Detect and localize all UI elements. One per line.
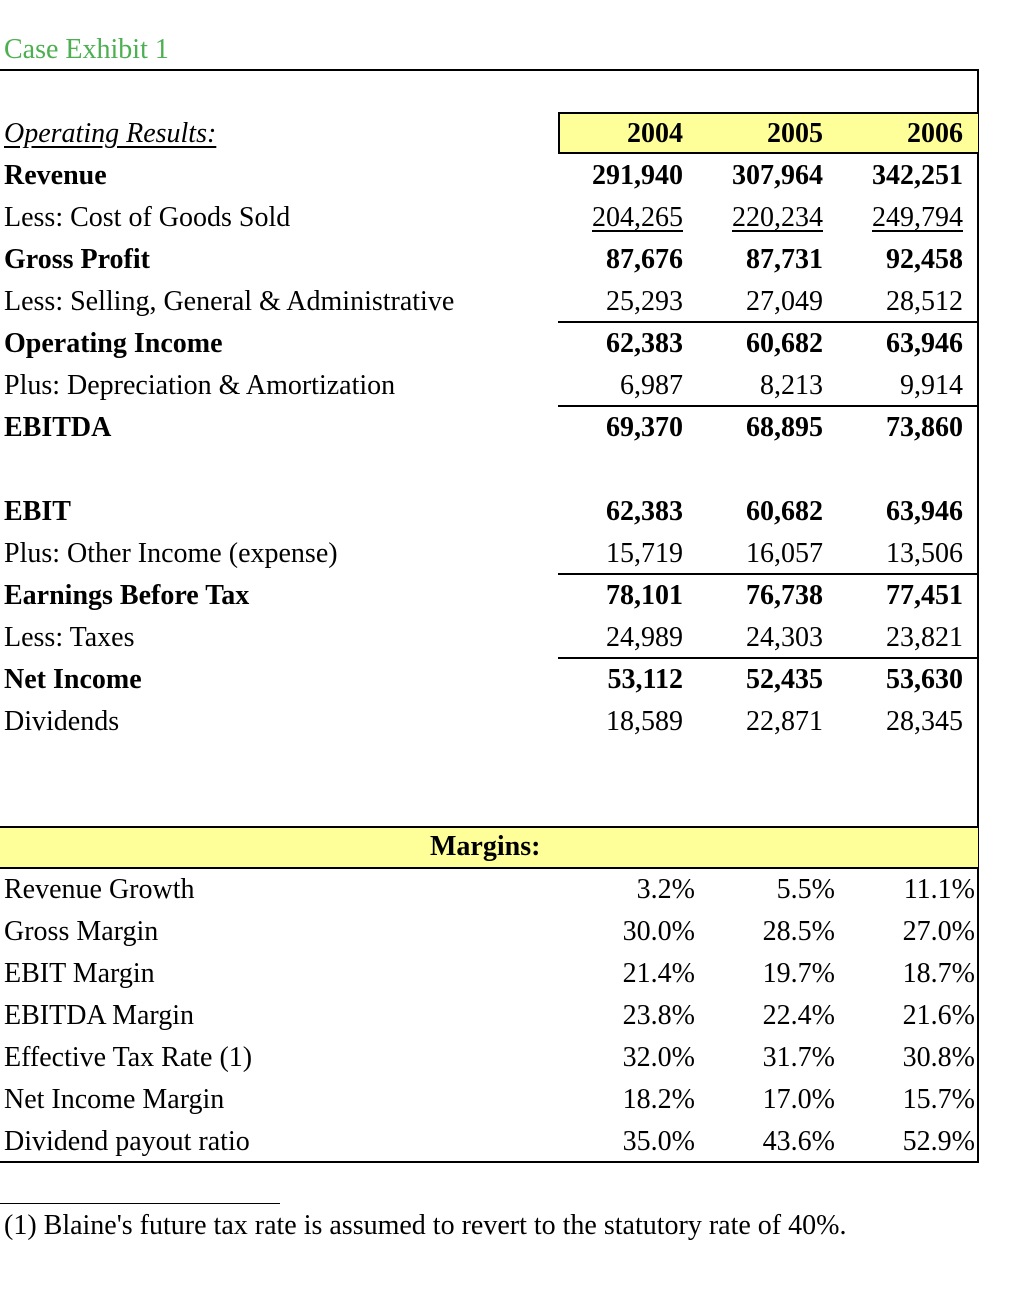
margin-value: 28.5% [762, 916, 835, 947]
margin-value: 3.2% [636, 874, 695, 905]
row-value: 16,057 [746, 538, 823, 569]
footnote: (1) Blaine's future tax rate is assumed … [4, 1210, 847, 1241]
margin-value: 11.1% [903, 874, 975, 905]
margin-value: 17.0% [762, 1084, 835, 1115]
exhibit-title: Case Exhibit 1 [4, 34, 169, 65]
row-value: 73,860 [886, 412, 963, 443]
row-label: Gross Profit [4, 244, 150, 275]
row-label: EBITDA [4, 412, 112, 443]
row-value: 23,821 [886, 622, 963, 653]
row-label: Operating Income [4, 328, 223, 359]
subtotal-rule [558, 573, 978, 575]
row-value: 60,682 [746, 496, 823, 527]
operating-results-header: Operating Results: [4, 118, 217, 149]
margin-value: 22.4% [762, 1000, 835, 1031]
year-header: 2005 [767, 118, 823, 149]
year-header-box [558, 112, 978, 154]
row-value: 68,895 [746, 412, 823, 443]
row-value: 24,989 [606, 622, 683, 653]
row-label: Plus: Other Income (expense) [4, 538, 338, 569]
row-value: 63,946 [886, 328, 963, 359]
row-value: 78,101 [606, 580, 683, 611]
margin-value: 43.6% [762, 1126, 835, 1157]
margin-value: 32.0% [622, 1042, 695, 1073]
row-value: 63,946 [886, 496, 963, 527]
margin-label: Effective Tax Rate (1) [4, 1042, 253, 1073]
margin-label: Net Income Margin [4, 1084, 225, 1115]
year-header: 2006 [907, 118, 963, 149]
row-value: 77,451 [886, 580, 963, 611]
row-value: 22,871 [746, 706, 823, 737]
row-value: 62,383 [606, 328, 683, 359]
margins-header-band [0, 826, 978, 869]
table-right-border [977, 69, 979, 1163]
row-value: 60,682 [746, 328, 823, 359]
row-value: 220,234 [732, 202, 823, 233]
margin-label: Dividend payout ratio [4, 1126, 250, 1157]
margin-value: 5.5% [776, 874, 835, 905]
margin-label: Gross Margin [4, 916, 159, 947]
row-value: 87,676 [606, 244, 683, 275]
row-value: 52,435 [746, 664, 823, 695]
row-value: 9,914 [900, 370, 963, 401]
row-value: 18,589 [606, 706, 683, 737]
row-value: 87,731 [746, 244, 823, 275]
subtotal-rule [558, 657, 978, 659]
margin-label: Revenue Growth [4, 874, 195, 905]
margin-label: EBIT Margin [4, 958, 155, 989]
row-value: 25,293 [606, 286, 683, 317]
margin-value: 30.8% [902, 1042, 975, 1073]
row-value: 92,458 [886, 244, 963, 275]
margin-value: 15.7% [902, 1084, 975, 1115]
row-value: 307,964 [732, 160, 823, 191]
row-value: 291,940 [592, 160, 683, 191]
margin-value: 35.0% [622, 1126, 695, 1157]
margin-value: 21.6% [902, 1000, 975, 1031]
subtotal-rule [558, 405, 978, 407]
subtotal-rule [558, 321, 978, 323]
row-value: 8,213 [760, 370, 823, 401]
row-value: 53,630 [886, 664, 963, 695]
row-label: Earnings Before Tax [4, 580, 250, 611]
table-bottom-border [0, 1161, 979, 1163]
row-label: Revenue [4, 160, 107, 191]
row-value: 6,987 [620, 370, 683, 401]
margin-value: 19.7% [762, 958, 835, 989]
row-label: Less: Taxes [4, 622, 135, 653]
margin-value: 27.0% [902, 916, 975, 947]
row-value: 24,303 [746, 622, 823, 653]
row-label: Net Income [4, 664, 142, 695]
row-value: 28,512 [886, 286, 963, 317]
row-value: 15,719 [606, 538, 683, 569]
row-value: 69,370 [606, 412, 683, 443]
row-value: 27,049 [746, 286, 823, 317]
row-value: 342,251 [872, 160, 963, 191]
margins-header: Margins: [430, 831, 541, 862]
row-value: 62,383 [606, 496, 683, 527]
row-label: Dividends [4, 706, 120, 737]
margin-value: 30.0% [622, 916, 695, 947]
year-header: 2004 [627, 118, 683, 149]
row-value: 28,345 [886, 706, 963, 737]
row-value: 76,738 [746, 580, 823, 611]
row-value: 53,112 [607, 664, 683, 695]
footnote-rule [0, 1203, 280, 1204]
row-value: 13,506 [886, 538, 963, 569]
margin-value: 18.2% [622, 1084, 695, 1115]
row-label: EBIT [4, 496, 71, 527]
margin-label: EBITDA Margin [4, 1000, 195, 1031]
row-label: Plus: Depreciation & Amortization [4, 370, 396, 401]
margin-value: 23.8% [622, 1000, 695, 1031]
margin-value: 18.7% [902, 958, 975, 989]
row-label: Less: Selling, General & Administrative [4, 286, 455, 317]
margin-value: 52.9% [902, 1126, 975, 1157]
row-label: Less: Cost of Goods Sold [4, 202, 291, 233]
margin-value: 21.4% [622, 958, 695, 989]
margin-value: 31.7% [762, 1042, 835, 1073]
row-value: 249,794 [872, 202, 963, 233]
row-value: 204,265 [592, 202, 683, 233]
table-top-border [0, 69, 979, 71]
